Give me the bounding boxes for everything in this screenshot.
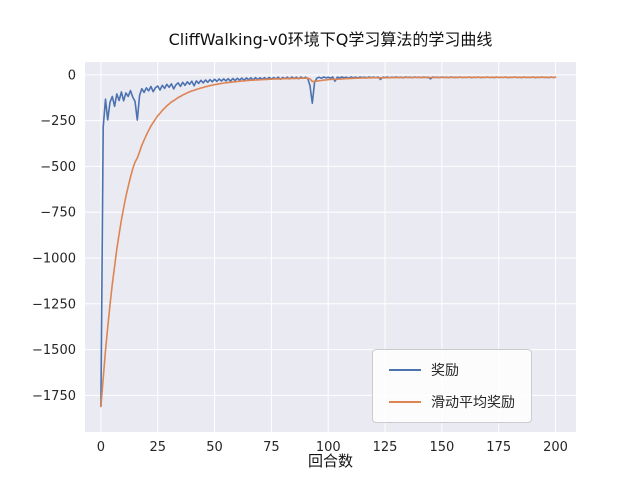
y-tick-label: 0 xyxy=(68,68,76,83)
y-tick-label: −1250 xyxy=(32,297,76,312)
legend-label-reward: 奖励 xyxy=(431,363,459,379)
x-axis-label: 回合数 xyxy=(307,452,353,470)
x-tick-label: 75 xyxy=(263,440,280,455)
x-tick-label: 200 xyxy=(543,440,568,455)
legend-label-moving-average: 滑动平均奖励 xyxy=(431,395,515,411)
y-tick-label: −750 xyxy=(40,206,76,221)
y-tick-label: −1000 xyxy=(32,251,76,266)
y-tick-label: −1750 xyxy=(32,389,76,404)
x-tick-label: 175 xyxy=(486,440,511,455)
y-tick-label: −500 xyxy=(40,160,76,175)
x-tick-label: 125 xyxy=(373,440,398,455)
legend-line-swatch-reward xyxy=(389,369,421,371)
chart-title: CliffWalking-v0环境下Q学习算法的学习曲线 xyxy=(168,30,493,49)
x-tick-label: 150 xyxy=(429,440,454,455)
x-tick-label: 50 xyxy=(206,440,223,455)
legend-item-reward: 奖励 xyxy=(389,360,515,380)
legend: 奖励 滑动平均奖励 xyxy=(372,349,532,423)
y-tick-label: −250 xyxy=(40,114,76,129)
x-tick-label: 100 xyxy=(316,440,341,455)
x-tick-label: 25 xyxy=(149,440,166,455)
legend-line-swatch-moving-average xyxy=(389,401,421,403)
y-tick-label: −1500 xyxy=(32,343,76,358)
x-tick-label: 0 xyxy=(97,440,105,455)
line-moving-average xyxy=(100,76,557,408)
legend-item-moving-average: 滑动平均奖励 xyxy=(389,392,515,412)
